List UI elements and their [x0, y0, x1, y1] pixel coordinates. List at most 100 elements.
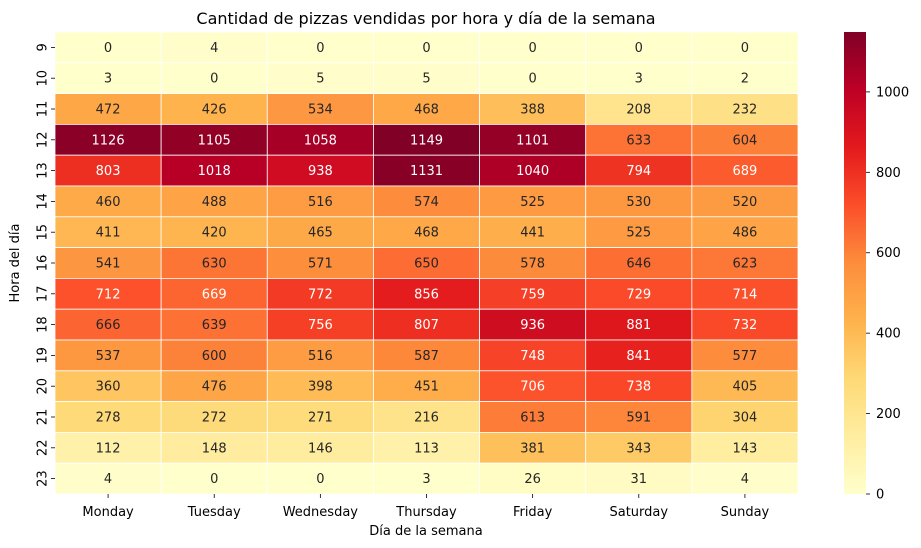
heatmap-cell — [479, 216, 587, 249]
cell-value-label: 772 — [308, 287, 333, 302]
x-tick-label: Friday — [513, 505, 553, 520]
y-tick-label: 23 — [36, 470, 51, 487]
cell-value-label: 639 — [202, 318, 227, 333]
colorbar-ticks: 0 200 400 600 800 1000 — [866, 85, 909, 503]
colorbar-tick-label: 200 — [876, 407, 901, 422]
heatmap-cell — [54, 216, 162, 249]
cell-value-label: 856 — [414, 287, 439, 302]
cell-value-label: 271 — [308, 411, 333, 426]
cell-value-label: 759 — [520, 287, 545, 302]
cell-value-label: 143 — [733, 441, 758, 456]
heatmap-cell — [691, 216, 799, 249]
cell-value-label: 530 — [626, 195, 651, 210]
heatmap-cell — [54, 401, 162, 433]
heatmap-cell — [373, 370, 480, 402]
y-tick-label: 20 — [36, 378, 51, 395]
heatmap-cell — [479, 401, 587, 433]
heatmap-cell — [691, 339, 799, 372]
heatmap-cell — [160, 370, 268, 402]
heatmap-cell — [585, 124, 693, 156]
cell-value-label: 712 — [96, 287, 121, 302]
x-tick-label: Wednesday — [283, 505, 359, 520]
heatmap-cell — [373, 93, 480, 125]
heatmap-cell — [479, 185, 587, 218]
y-tick-label: 13 — [36, 162, 51, 179]
heatmap-cell — [266, 431, 374, 464]
cell-value-label: 426 — [202, 103, 227, 118]
cell-value-label: 706 — [520, 380, 545, 395]
colorbar-tick-label: 600 — [876, 246, 901, 261]
heatmap-cell — [691, 462, 799, 495]
cell-value-label: 591 — [626, 411, 651, 426]
colorbar-tick-label: 400 — [876, 327, 901, 342]
cell-value-label: 0 — [422, 41, 430, 56]
cell-value-label: 5 — [422, 72, 430, 87]
heatmap-cell — [691, 308, 799, 341]
cell-value-label: 541 — [96, 257, 121, 272]
colorbar-tick-label: 800 — [876, 166, 901, 181]
heatmap-cell — [585, 431, 693, 464]
heatmap-cell — [54, 308, 162, 341]
cell-value-label: 525 — [626, 226, 651, 241]
cell-value-label: 486 — [733, 226, 758, 241]
heatmap-cell — [266, 62, 374, 94]
heatmap-cell — [585, 31, 693, 64]
cell-value-label: 537 — [96, 349, 121, 364]
cell-value-label: 669 — [202, 287, 227, 302]
cell-value-label: 113 — [414, 441, 439, 456]
cell-value-label: 841 — [626, 349, 651, 364]
heatmap-cell — [479, 308, 587, 341]
cell-value-label: 232 — [733, 103, 758, 118]
cell-value-label: 0 — [635, 41, 643, 56]
chart-title: Cantidad de pizzas vendidas por hora y d… — [196, 9, 655, 28]
heatmap-cell — [479, 62, 587, 94]
colorbar-tick-label: 0 — [876, 488, 884, 503]
y-tick-label: 12 — [36, 132, 51, 149]
cell-value-label: 472 — [96, 103, 121, 118]
x-tick-label: Tuesday — [187, 505, 241, 520]
heatmap-cell — [266, 216, 374, 249]
cell-value-label: 278 — [96, 411, 121, 426]
x-tick-label: Monday — [82, 505, 134, 520]
cell-value-label: 938 — [308, 164, 333, 179]
cell-value-label: 633 — [626, 133, 651, 148]
cell-value-label: 578 — [520, 257, 545, 272]
heatmap-cell — [691, 185, 799, 218]
cell-value-label: 208 — [626, 103, 651, 118]
cell-value-label: 587 — [414, 349, 439, 364]
heatmap-cell — [54, 124, 162, 156]
heatmap-cell — [266, 401, 374, 433]
cell-value-label: 451 — [414, 380, 439, 395]
cell-value-label: 534 — [308, 103, 333, 118]
cell-value-label: 31 — [631, 472, 648, 487]
heatmap-cell — [479, 462, 587, 495]
heatmap-cell — [585, 93, 693, 125]
cell-value-label: 1131 — [410, 164, 443, 179]
heatmap-cell — [373, 308, 480, 341]
y-axis-label: Hora del día — [8, 224, 23, 303]
x-tick-label: Saturday — [609, 505, 668, 520]
cell-value-label: 604 — [733, 133, 758, 148]
cell-value-label: 1149 — [410, 133, 443, 148]
cell-value-label: 0 — [210, 472, 218, 487]
heatmap-cell — [54, 462, 162, 495]
cell-value-label: 666 — [96, 318, 121, 333]
cell-value-label: 0 — [316, 41, 324, 56]
y-tick-label: 22 — [36, 440, 51, 457]
cell-value-label: 748 — [520, 349, 545, 364]
cell-value-label: 574 — [414, 195, 439, 210]
heatmap-cell — [266, 93, 374, 125]
heatmap-cell — [266, 277, 374, 310]
cell-value-label: 756 — [308, 318, 333, 333]
cell-value-label: 343 — [626, 441, 651, 456]
heatmap-cell — [691, 431, 799, 464]
heatmap-cell — [373, 185, 480, 218]
heatmap-cell — [479, 277, 587, 310]
y-tick-label: 14 — [36, 193, 51, 210]
heatmap-cell — [373, 401, 480, 433]
cell-value-label: 216 — [414, 411, 439, 426]
heatmap-cell — [479, 370, 587, 402]
cell-value-label: 807 — [414, 318, 439, 333]
heatmap-cell — [54, 185, 162, 218]
